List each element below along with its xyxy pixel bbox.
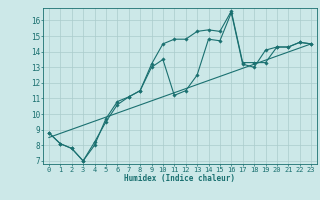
X-axis label: Humidex (Indice chaleur): Humidex (Indice chaleur)	[124, 174, 236, 183]
